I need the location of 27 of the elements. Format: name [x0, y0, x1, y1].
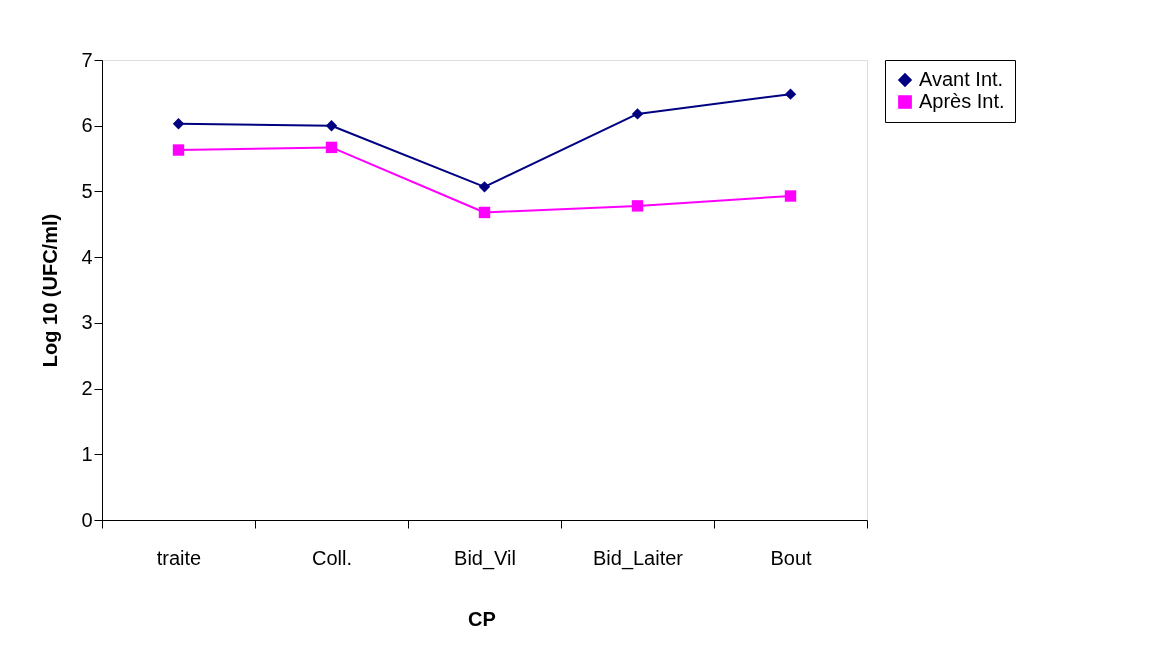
legend-label: Avant Int.	[919, 68, 1004, 90]
x-tick-label: Bout	[770, 546, 813, 569]
legend-label: Après Int.	[919, 90, 1005, 112]
point	[631, 108, 644, 120]
y-tick-label: 5	[81, 179, 93, 202]
point	[325, 120, 338, 132]
point	[325, 141, 338, 154]
point	[172, 144, 185, 156]
y-tick-label: 7	[81, 48, 93, 71]
y-tick-label: 3	[81, 311, 93, 334]
x-tick-label: Coll.	[311, 546, 353, 569]
y-axis-title: Log 10 (UFC/ml)	[39, 213, 62, 368]
x-tick-label: Bid_Vil	[454, 546, 516, 570]
point	[478, 206, 491, 219]
point	[784, 190, 797, 202]
point	[784, 88, 797, 100]
y-tick-label: 4	[81, 245, 93, 268]
x-tick-label: traite	[156, 546, 202, 569]
y-tick-label: 2	[81, 377, 93, 400]
x-tick-label: Bid_Laiter	[592, 546, 684, 570]
point	[478, 181, 491, 193]
y-tick-label: 0	[81, 508, 93, 531]
y-tick-label: 1	[81, 442, 93, 465]
text: CP	[468, 608, 496, 630]
y-tick-label: 6	[81, 114, 93, 137]
point	[631, 200, 644, 212]
point	[172, 118, 185, 130]
